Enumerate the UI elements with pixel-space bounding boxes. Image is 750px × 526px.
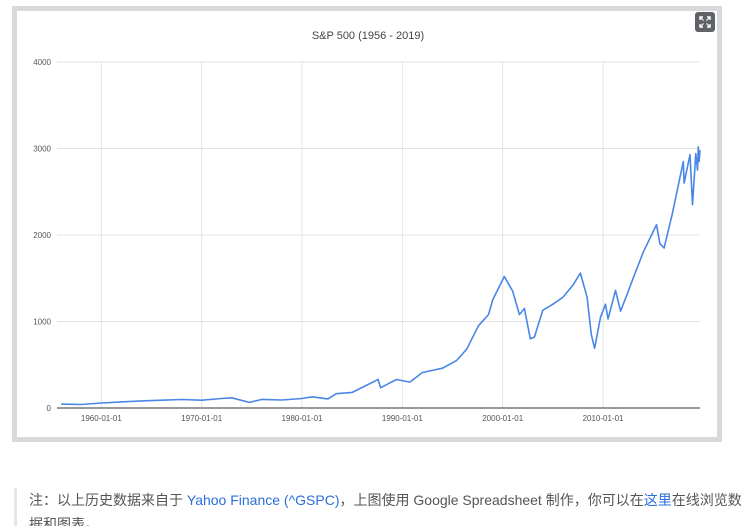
y-tick-label: 3000 [33,145,51,154]
axes: 0 1000 2000 3000 4000 1960-01-01 1970-01-01 198… [33,58,700,423]
chart-title: S&P 500 (1956 - 2019) [312,30,424,42]
note-middle: ，上图使用 Google Spreadsheet 制作，你可以在 [339,492,644,508]
fullscreen-expand-icon [699,16,711,28]
x-tick-label: 2010-01-01 [583,414,624,423]
chart-card [12,6,722,442]
note-prefix: 注：以上历史数据来自于 [29,492,187,508]
line-chart: S&P 500 (1956 - 2019) 0 1000 2000 3000 4000 1… [33,30,701,423]
fullscreen-button[interactable] [695,12,715,32]
x-tick-label: 1960-01-01 [81,414,122,423]
series-line [61,146,701,406]
y-tick-label: 2000 [33,231,51,240]
y-tick-label: 1000 [33,318,51,327]
x-tick-label: 1990-01-01 [382,414,423,423]
y-tick-label: 4000 [33,58,51,67]
x-tick-label: 1980-01-01 [282,414,323,423]
source-note: 注：以上历史数据来自于 Yahoo Finance (^GSPC)，上图使用 G… [14,488,744,526]
here-link[interactable]: 这里 [643,492,672,508]
yahoo-finance-link[interactable]: Yahoo Finance (^GSPC) [186,492,340,508]
note-suffix: 在线浏览数据和图表。 [29,492,742,526]
x-tick-label: 1970-01-01 [181,414,222,423]
series-layer [61,146,701,406]
x-tick-label: 2000-01-01 [482,414,523,423]
gridlines [57,61,700,408]
y-tick-label: 0 [47,404,52,413]
